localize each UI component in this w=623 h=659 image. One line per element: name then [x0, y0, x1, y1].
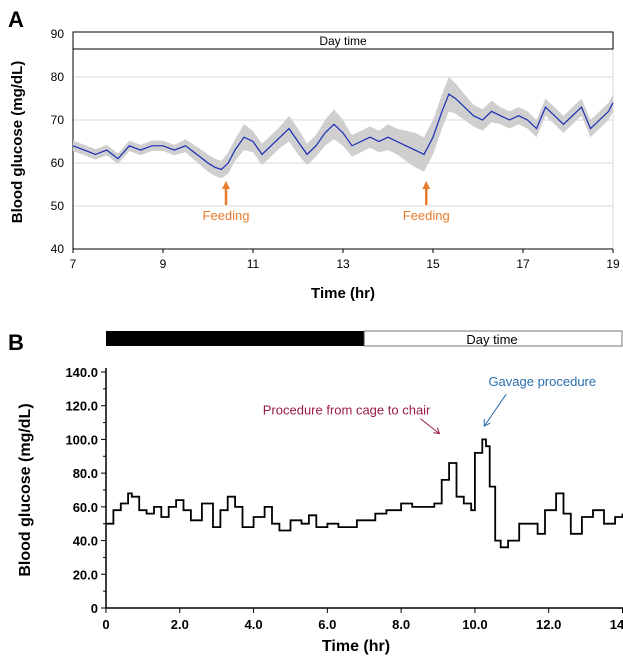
panel-a-letter: A	[8, 7, 24, 32]
panel-a-glucose-line	[72, 93, 614, 171]
panel-b-procedure-arrow-head	[433, 427, 441, 435]
panel-a-x-tick-label: 19	[606, 257, 620, 271]
panel-b-y-tick-label: 140.0	[65, 365, 98, 380]
panel-b-y-tick-label: 20.0	[73, 567, 98, 582]
panel-a-x-tick-label: 15	[426, 257, 440, 271]
panel-b-y-tick-label: 60.0	[73, 500, 98, 515]
panel-a-x-tick-label: 7	[70, 257, 77, 271]
panel-a-feeding-label: Feeding	[403, 208, 450, 223]
panel-b-y-tick-label: 80.0	[73, 466, 98, 481]
panel-b-gavage-arrow	[483, 393, 507, 427]
panel-b-gavage-arrow-head	[483, 419, 491, 427]
panel-a-day-bar	[72, 31, 614, 50]
panel-b-y-ticks: 0 20.0 40.0 60.0 80.0 100.0 120.0 140.0	[65, 365, 106, 616]
panel-b-y-tick-label: 40.0	[73, 534, 98, 549]
panel-a: A Day time 40 50 60 70 80 90 7 9 11 13 15 17 19 Fee…	[8, 7, 620, 302]
panel-b-y-tick-label: 0	[91, 601, 98, 616]
panel-a-x-tick-label: 17	[516, 257, 530, 271]
panel-a-feeding-arrow-head	[222, 181, 230, 189]
panel-a-y-ticks: 40 50 60 70 80 90	[51, 27, 65, 256]
panel-b-night-bar	[106, 331, 365, 346]
panel-b-day-bar-label: Day time	[466, 332, 517, 347]
panel-b-x-tick-label: 14	[610, 617, 623, 632]
panel-b-glucose-line	[106, 438, 623, 549]
panel-b-x-tick-label: 6.0	[318, 617, 336, 632]
panel-a-x-tick-label: 11	[247, 257, 260, 271]
panel-b-x-tick-label: 0	[102, 617, 109, 632]
panel-b-x-tick-label: 2.0	[171, 617, 189, 632]
panel-a-y-axis-label: Blood glucose (mg/dL)	[9, 61, 26, 224]
panel-a-y-tick-label: 90	[51, 27, 65, 41]
panel-a-x-tick-label: 13	[336, 257, 350, 271]
panel-a-day-bar-label: Day time	[319, 34, 367, 48]
panel-a-x-axis-label: Time (hr)	[311, 285, 375, 302]
panel-b-annotations: Procedure from cage to chair Gavage proce…	[263, 374, 596, 435]
panel-b-letter: B	[8, 330, 24, 355]
panel-b-x-ticks: 0 2.0 4.0 6.0 8.0 10.0 12.0 14	[102, 608, 623, 632]
panel-b: B Day time 0 20.0 40.0 60.0 80.0 100.0 120.0 14…	[8, 330, 623, 655]
panel-b-x-axis-label: Time (hr)	[322, 638, 390, 655]
panel-a-x-ticks: 7 9 11 13 15 17 19	[70, 249, 620, 271]
panel-a-std-band	[73, 77, 613, 179]
panel-b-x-tick-label: 4.0	[245, 617, 263, 632]
panel-a-y-tick-label: 50	[51, 199, 65, 213]
panel-b-gavage-label: Gavage procedure	[488, 374, 596, 389]
panel-b-x-tick-label: 10.0	[462, 617, 487, 632]
panel-b-x-tick-label: 8.0	[392, 617, 410, 632]
panel-a-y-tick-label: 40	[51, 242, 65, 256]
panel-a-y-tick-label: 60	[51, 156, 65, 170]
panel-b-y-tick-label: 100.0	[65, 432, 98, 447]
panel-a-feeding-label: Feeding	[203, 208, 250, 223]
panel-b-procedure-label: Procedure from cage to chair	[263, 403, 431, 418]
panel-a-x-tick-label: 9	[160, 257, 167, 271]
panel-b-x-tick-label: 12.0	[536, 617, 561, 632]
panel-a-y-tick-label: 80	[51, 70, 65, 84]
panel-b-y-axis-label: Blood glucose (mg/dL)	[17, 403, 34, 576]
panel-b-procedure-arrow	[420, 418, 440, 435]
panel-b-y-tick-label: 120.0	[65, 399, 98, 414]
panel-a-feeding-arrow-head	[422, 181, 431, 189]
panel-b-day-bar	[363, 330, 623, 347]
panel-a-y-tick-label: 70	[51, 113, 65, 127]
panel-a-annotations: Feeding Feeding	[203, 181, 450, 223]
